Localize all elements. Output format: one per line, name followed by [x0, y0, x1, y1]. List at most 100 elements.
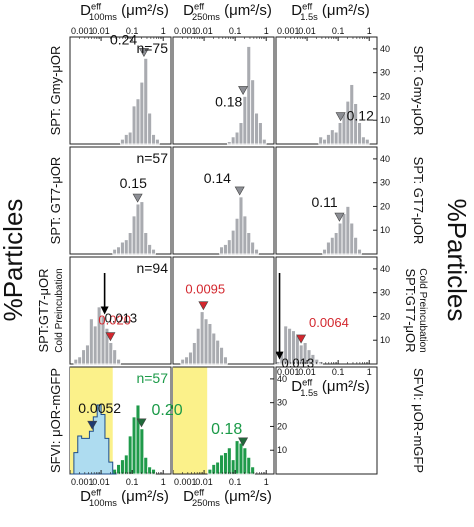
bar-2-0-3 [329, 129, 335, 145]
bar-1-0-3 [238, 122, 244, 145]
xtick-label-top-c2-3: 1 [264, 26, 269, 36]
ytick-label-r4-c2-2: 30 [277, 398, 287, 408]
bar-5-0-0 [322, 248, 327, 255]
xtick-label-bottom-c3-1: 0.01 [298, 367, 316, 377]
bar-5-0-9 [357, 248, 362, 255]
bar-6-0-1 [77, 356, 83, 365]
xtick-label-bottom-c2-0: 0.001 [174, 477, 197, 487]
bar-0-0-3 [131, 105, 137, 145]
highlight-region-10 [173, 367, 208, 474]
bottom-axis-title-c1: Deff 100ms (μm²/s) [80, 487, 169, 508]
bar-10-0-1 [211, 464, 217, 475]
xtick-label-top-c3-1: 0.01 [298, 26, 316, 36]
ytick-label-r3-c3-0: 10 [380, 335, 390, 345]
bar-3-0-0 [112, 248, 118, 255]
marker-triangle-9-0 [87, 420, 98, 430]
bar-3-0-6 [135, 203, 141, 255]
row-label-left-4: SFVI: μOR-mGFP [48, 368, 63, 473]
row-label-right2-3: Cold Preincubation [417, 268, 428, 353]
annotation-label-9-1: 0.20 [152, 402, 183, 419]
bar-2-0-4 [333, 131, 339, 145]
row-label-left-3: SPT:GT7-μOR [36, 268, 51, 352]
bar-5-0-5 [341, 213, 347, 255]
bar-9-1-7 [139, 428, 145, 475]
ytick-label-r4-c2-0: 10 [277, 445, 287, 455]
xtick-label-top-c1-3: 1 [161, 26, 166, 36]
bar-4-0-7 [246, 232, 252, 255]
annotation-label-0-0: 0.24 [110, 31, 137, 47]
ytick-label-r1-c3-3: 40 [380, 44, 390, 54]
bar-6-0-5 [92, 325, 98, 365]
bar-7-0-7 [207, 323, 213, 365]
arrow-head-6-1 [100, 306, 109, 315]
bar-0-0-4 [135, 98, 141, 145]
outline-histogram-9-0 [70, 404, 117, 475]
marker-triangle-6-0 [105, 332, 116, 342]
y-axis-title-left: %Particles [0, 199, 28, 322]
bar-7-0-8 [211, 332, 217, 365]
bar-3-0-10 [151, 248, 156, 255]
bar-1-0-9 [261, 138, 267, 145]
bar-9-1-6 [135, 404, 141, 475]
ytick-label-r1-c3-1: 20 [380, 91, 390, 101]
bar-8-0-11 [318, 361, 324, 365]
bar-2-0-5 [337, 122, 343, 145]
ytick-label-r2-c3-3: 40 [380, 154, 390, 164]
annotation-label-1-0: 0.18 [215, 93, 242, 109]
bar-9-1-8 [143, 456, 149, 475]
bar-2-0-11 [361, 136, 366, 145]
panel-frame-r2-c2 [172, 146, 275, 255]
bar-10-0-8 [238, 442, 244, 475]
bar-10-0-11 [250, 466, 255, 475]
bar-5-0-7 [349, 222, 355, 255]
bar-4-0-9 [254, 248, 259, 255]
annotation-label-7-0: 0.0095 [185, 282, 225, 297]
n-label-row-2: n=57 [136, 150, 168, 166]
ytick-label-r3-c3-1: 20 [380, 311, 390, 321]
bar-5-0-6 [345, 206, 351, 255]
marker-triangle-8-0 [296, 334, 307, 344]
bar-7-0-0 [180, 358, 186, 365]
bar-4-0-6 [242, 215, 248, 255]
bar-1-0-6 [250, 79, 255, 145]
marker-triangle-9-1 [136, 418, 147, 428]
bar-4-0-2 [226, 239, 232, 255]
n-label-row-3: n=94 [136, 260, 168, 276]
bar-0-0-7 [147, 112, 152, 145]
bar-1-0-0 [226, 141, 232, 145]
marker-triangle-7-0 [198, 301, 209, 311]
row-label-left2-3: Cold Preincubation [54, 268, 65, 353]
bar-7-0-6 [203, 318, 209, 365]
bar-0-0-2 [127, 131, 133, 145]
bar-10-0-0 [207, 468, 213, 475]
ytick-label-r2-c3-2: 30 [380, 178, 390, 188]
bar-1-0-8 [258, 122, 263, 145]
marker-triangle-0-0 [138, 48, 149, 58]
bar-5-0-1 [326, 241, 331, 255]
annotation-label-10-0: 0.18 [211, 421, 242, 438]
bar-5-0-3 [333, 232, 339, 255]
bar-7-0-3 [192, 342, 197, 365]
marker-triangle-2-0 [335, 112, 346, 122]
annotation-label-8-0: 0.0064 [309, 315, 349, 330]
bar-3-0-2 [120, 241, 125, 255]
row-label-left-2: SPT: GT7-μOR [48, 157, 63, 245]
bar-9-1-3 [123, 454, 129, 475]
top-axis-title-c3: Deff 1.5s (μm²/s) [291, 1, 369, 22]
bar-7-0-4 [195, 327, 201, 365]
bar-0-0-1 [123, 134, 129, 145]
xtick-label-bottom-c1-2: 0.1 [126, 477, 139, 487]
ytick-label-r1-c3-2: 30 [380, 68, 390, 78]
bar-9-1-10 [151, 468, 156, 475]
histogram-outlines [70, 404, 117, 475]
bar-2-0-10 [357, 122, 362, 145]
bar-8-0-10 [314, 358, 320, 365]
bar-2-0-6 [341, 112, 347, 145]
bar-4-0-3 [230, 229, 236, 255]
xtick-label-bottom-c2-1: 0.01 [195, 477, 213, 487]
xtick-label-top-c1-1: 0.01 [92, 26, 110, 36]
xtick-label-bottom-c3-3: 1 [367, 367, 372, 377]
xtick-label-top-c3-3: 1 [367, 26, 372, 36]
bar-0-0-6 [143, 58, 149, 145]
bar-10-0-4 [223, 452, 228, 475]
